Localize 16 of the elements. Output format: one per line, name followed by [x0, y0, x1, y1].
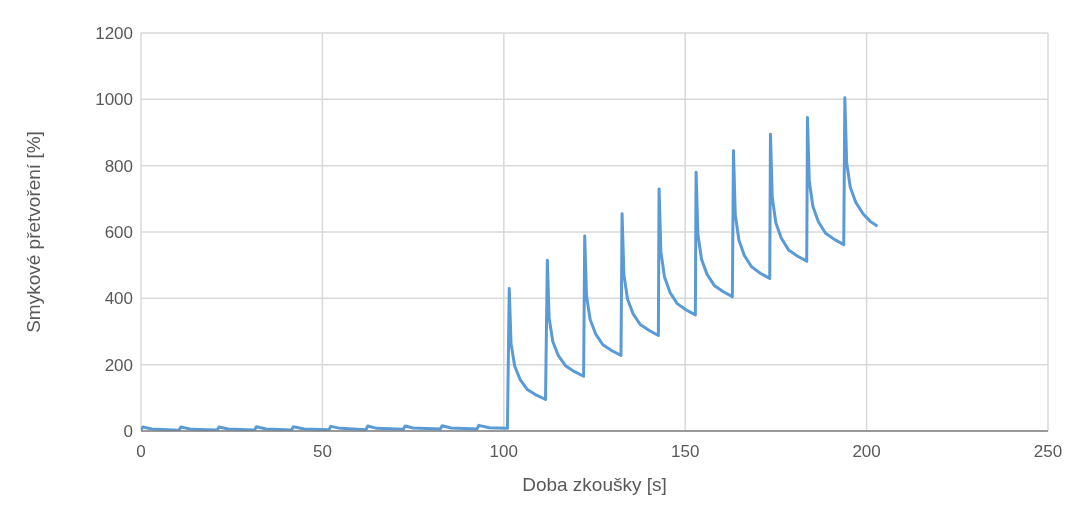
- x-tick-label: 250: [1033, 442, 1063, 462]
- x-tick-label: 100: [489, 442, 518, 462]
- y-tick-label: 400: [104, 289, 133, 309]
- line-series: [141, 96, 879, 431]
- y-tick-label: 600: [104, 223, 133, 243]
- x-tick-label: 0: [136, 442, 146, 462]
- y-tick-label: 800: [104, 156, 133, 176]
- x-tick-label: 50: [312, 442, 332, 462]
- x-tick-label: 200: [852, 442, 881, 462]
- y-tick-label: 1200: [95, 24, 133, 44]
- x-tick-label: 150: [671, 442, 700, 462]
- y-tick-label: 0: [123, 422, 133, 442]
- y-axis-title: Smykové přetvoření [%]: [22, 131, 44, 333]
- y-tick-label: 200: [104, 355, 133, 375]
- x-axis-title: Doba zkoušky [s]: [522, 474, 667, 495]
- y-tick-label: 1000: [95, 90, 133, 110]
